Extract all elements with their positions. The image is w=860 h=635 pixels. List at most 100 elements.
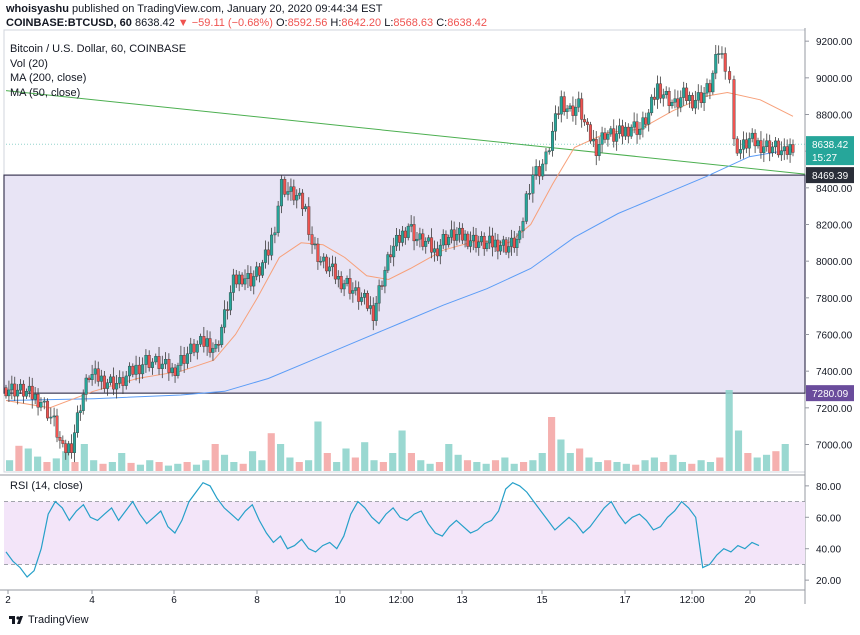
- candle-body: [279, 179, 283, 207]
- author-name[interactable]: whoisyashu: [6, 3, 69, 15]
- candle-body: [365, 293, 369, 309]
- candle-body: [714, 54, 718, 74]
- candle-body: [452, 229, 456, 241]
- rsi-band: [4, 501, 805, 565]
- candle-body: [477, 241, 481, 248]
- legend-ma50[interactable]: MA (50, close): [10, 86, 81, 99]
- candle-body: [360, 297, 364, 302]
- volume-bar: [548, 417, 556, 471]
- volume-bar: [398, 430, 406, 471]
- candle-body: [676, 98, 680, 108]
- rsi-tick-label: 40.00: [816, 545, 841, 556]
- volume-bar: [529, 460, 537, 471]
- candle-body: [292, 186, 296, 201]
- candle-body: [319, 260, 323, 263]
- candle-body: [521, 221, 525, 232]
- volume-bar: [183, 462, 191, 471]
- candle-body: [258, 266, 262, 276]
- ma200-line: [5, 148, 794, 401]
- time-ticks: 2 4 6 8 10 12:00 13 15 17 12:00 20: [5, 590, 756, 606]
- volume-bar: [538, 453, 546, 471]
- candle-body: [72, 432, 76, 453]
- time-tick-label: 2: [5, 595, 11, 606]
- legend-ma200[interactable]: MA (200, close): [10, 72, 87, 84]
- candle-body: [21, 383, 25, 397]
- volume-bar: [155, 462, 163, 471]
- volume-bar: [501, 457, 509, 471]
- legend-title: Bitcoin / U.S. Dollar, 60, COINBASE: [10, 43, 187, 55]
- candle-body: [720, 53, 724, 55]
- candle-body: [78, 410, 82, 413]
- candle-body: [661, 94, 665, 99]
- candle-body: [322, 256, 326, 262]
- candle-body: [400, 230, 404, 243]
- candle-body: [412, 224, 416, 242]
- volume-bar: [239, 463, 247, 471]
- volume-bar: [519, 462, 528, 471]
- candle-body: [363, 293, 367, 298]
- candle-body: [460, 227, 464, 241]
- candle-body: [556, 113, 560, 115]
- candle-body: [644, 117, 648, 125]
- rsi-title[interactable]: RSI (14, close): [10, 480, 83, 492]
- candle-body: [762, 146, 766, 153]
- candle-body: [759, 140, 763, 153]
- range-high-tag-text: 8469.39: [812, 171, 849, 182]
- candle-body: [75, 412, 79, 433]
- brand-name[interactable]: TradingView: [28, 614, 89, 626]
- last-price: 8638.42: [134, 17, 175, 29]
- time-tick-label: 12:00: [679, 595, 704, 606]
- volume-bar: [417, 460, 425, 471]
- time-tick-label: 20: [744, 595, 756, 606]
- candle-body: [485, 242, 489, 249]
- candle-body: [626, 126, 630, 137]
- candle-body: [237, 274, 241, 285]
- candle-body: [750, 132, 754, 139]
- candle-body: [301, 192, 305, 210]
- volume-bar: [286, 457, 294, 471]
- candle-body: [189, 343, 193, 354]
- candle-body: [342, 283, 346, 290]
- candle-body: [415, 238, 419, 242]
- volume-bar: [108, 462, 116, 471]
- last-price-tag-bg: [806, 136, 854, 153]
- countdown-tag: 15:27: [806, 149, 854, 166]
- candle-body: [266, 249, 270, 256]
- candle-body: [732, 79, 736, 140]
- rsi-ticks: 20.00 40.00 60.00 80.00: [805, 482, 841, 587]
- volume-bar: [127, 462, 135, 471]
- candle-body: [469, 240, 473, 247]
- candle-body: [430, 237, 434, 253]
- candle-body: [273, 232, 277, 236]
- footer-brand: TradingView: [8, 614, 89, 626]
- candle-body: [226, 309, 230, 311]
- candle-body: [330, 263, 334, 268]
- candle-body: [667, 91, 671, 107]
- candle-body: [504, 239, 508, 253]
- price-change: ▼ −59.11 (−0.68%): [177, 17, 273, 29]
- volume-bar: [267, 433, 275, 471]
- candle-body: [424, 240, 428, 247]
- candle-body: [580, 98, 584, 120]
- countdown-tag-bg: [806, 149, 854, 166]
- candle-body: [298, 192, 302, 196]
- candle-body: [499, 245, 503, 252]
- volume-bar: [678, 462, 687, 471]
- candle-body: [398, 234, 402, 243]
- time-tick-label: 17: [619, 595, 631, 606]
- legend-vol[interactable]: Vol (20): [10, 57, 48, 70]
- candle-body: [154, 356, 158, 363]
- rsi-line: [5, 481, 760, 578]
- candle-body: [231, 274, 235, 293]
- volume-bar: [697, 460, 705, 471]
- candle-body: [586, 121, 590, 125]
- volume-bar: [482, 463, 490, 471]
- price-tick-label: 8400.00: [816, 184, 853, 195]
- price-tick-label: 7800.00: [816, 294, 853, 305]
- candle-body: [609, 128, 613, 135]
- high-value: 8642.20: [341, 17, 382, 29]
- rsi-tick-label: 80.00: [816, 482, 841, 493]
- volume-bar: [323, 453, 331, 471]
- candle-body: [562, 96, 566, 112]
